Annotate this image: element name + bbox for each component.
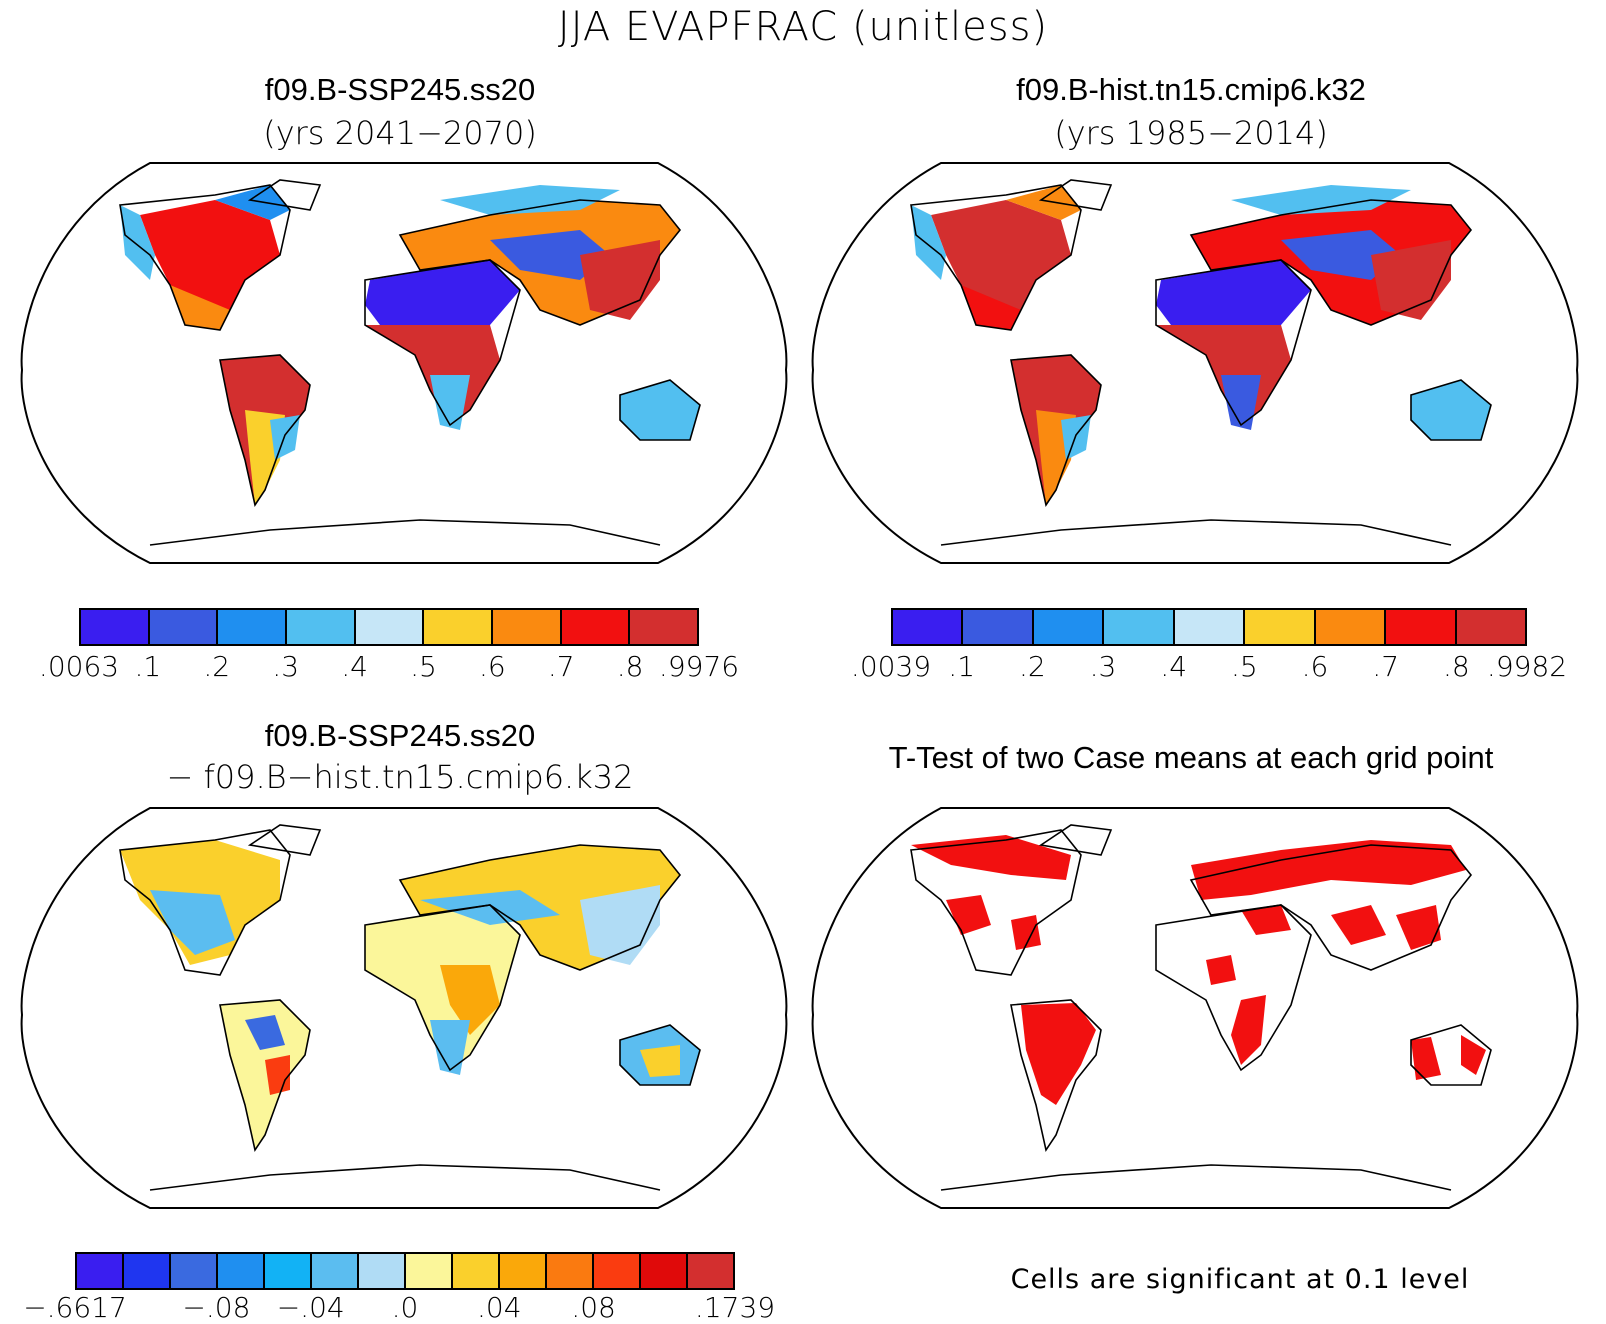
- colorbar-swatch: [265, 1254, 312, 1288]
- colorbar-swatch: [1104, 610, 1175, 644]
- colorbar-swatch: [287, 610, 356, 644]
- panel1-colorbar: [79, 608, 699, 646]
- colorbar-swatch: [893, 610, 964, 644]
- colorbar-swatch: [547, 1254, 594, 1288]
- panel1-map: [20, 162, 788, 564]
- colorbar-tick-label: .5: [1230, 650, 1258, 683]
- panel1-colorbar-labels: .0063 .1 .2 .3 .4 .5 .6 .7 .8 .9976: [39, 650, 739, 684]
- panel4-note: Cells are significant at 0.1 level: [1010, 1264, 1470, 1295]
- colorbar-tick-label: .7: [547, 650, 575, 683]
- colorbar-swatch: [355, 610, 425, 644]
- colorbar-swatch: [218, 1254, 265, 1288]
- panel1-subtitle: (yrs 2041−2070): [263, 114, 537, 152]
- panel3-colorbar-labels: −.6617 −.08 −.04 .0 .04 .08 .1739: [23, 1291, 775, 1324]
- panel2-colorbar: [891, 608, 1527, 646]
- colorbar-tick-label: .1: [134, 650, 162, 683]
- colorbar-swatch: [453, 1254, 500, 1288]
- colorbar-tick-label: .1: [948, 650, 976, 683]
- panel3-subtitle: − f09.B−hist.tn15.cmip6.k32: [166, 758, 634, 796]
- colorbar-swatch: [1033, 610, 1105, 644]
- colorbar-tick-label: .4: [1160, 650, 1188, 683]
- colorbar-swatch: [424, 610, 494, 644]
- colorbar-tick-label: .8: [616, 650, 644, 683]
- colorbar-tick-label: .08: [571, 1291, 616, 1324]
- panel4-map: [811, 807, 1579, 1209]
- colorbar-swatch: [1386, 610, 1457, 644]
- colorbar-swatch: [500, 1254, 547, 1288]
- colorbar-tick-label: −.04: [276, 1291, 345, 1324]
- colorbar-tick-label: .7: [1372, 650, 1400, 683]
- colorbar-swatch: [1456, 610, 1525, 644]
- colorbar-tick-label: .0: [391, 1291, 419, 1324]
- panel1-title: f09.B-SSP245.ss20: [264, 72, 536, 107]
- colorbar-tick-label: .1739: [694, 1291, 776, 1324]
- panel2-title: f09.B-hist.tn15.cmip6.k32: [1016, 72, 1366, 107]
- colorbar-swatch: [1245, 610, 1316, 644]
- colorbar-swatch: [124, 1254, 171, 1288]
- colorbar-swatch: [594, 1254, 641, 1288]
- colorbar-swatch: [171, 1254, 218, 1288]
- colorbar-swatch: [963, 610, 1034, 644]
- colorbar-swatch: [149, 610, 219, 644]
- colorbar-tick-label: −.08: [182, 1291, 251, 1324]
- colorbar-tick-label: −.6617: [23, 1291, 127, 1324]
- colorbar-tick-label: .4: [341, 650, 368, 683]
- colorbar-tick-label: .9982: [1486, 650, 1568, 683]
- colorbar-tick-label: .8: [1442, 650, 1470, 683]
- colorbar-tick-label: .3: [1089, 650, 1117, 683]
- panel3-field: [120, 840, 700, 1150]
- colorbar-swatch: [493, 610, 562, 644]
- colorbar-swatch: [1315, 610, 1387, 644]
- colorbar-swatch: [312, 1254, 359, 1288]
- panel3-title: f09.B-SSP245.ss20: [264, 718, 536, 753]
- colorbar-swatch: [406, 1254, 453, 1288]
- colorbar-swatch: [1174, 610, 1246, 644]
- colorbar-swatch: [630, 610, 698, 644]
- panel3-colorbar: [75, 1252, 735, 1290]
- panel2-map: [811, 162, 1579, 564]
- colorbar-tick-label: .3: [272, 650, 300, 683]
- colorbar-swatch: [218, 610, 288, 644]
- panel3-map: [20, 807, 788, 1209]
- panel2-colorbar-labels: .0039 .1 .2 .3 .4 .5 .6 .7 .8 .9982: [851, 650, 1567, 684]
- colorbar-swatch: [561, 610, 631, 644]
- colorbar-swatch: [77, 1254, 124, 1288]
- colorbar-swatch: [81, 610, 150, 644]
- colorbar-tick-label: .0039: [850, 650, 932, 683]
- colorbar-tick-label: .5: [410, 650, 437, 683]
- panel4-title: T-Test of two Case means at each grid po…: [888, 740, 1494, 775]
- colorbar-tick-label: .9976: [658, 650, 740, 683]
- colorbar-swatch: [688, 1254, 733, 1288]
- colorbar-swatch: [359, 1254, 406, 1288]
- colorbar-swatch: [641, 1254, 688, 1288]
- colorbar-tick-label: .6: [478, 650, 506, 683]
- colorbar-tick-label: .0063: [38, 650, 120, 683]
- colorbar-tick-label: .6: [1301, 650, 1329, 683]
- colorbar-tick-label: .04: [477, 1291, 522, 1324]
- figure-title: JJA EVAPFRAC (unitless): [557, 4, 1049, 50]
- panel2-field: [911, 185, 1491, 505]
- colorbar-tick-label: .2: [203, 650, 231, 683]
- colorbar-tick-label: .2: [1018, 650, 1046, 683]
- panel2-subtitle: (yrs 1985−2014): [1054, 114, 1328, 152]
